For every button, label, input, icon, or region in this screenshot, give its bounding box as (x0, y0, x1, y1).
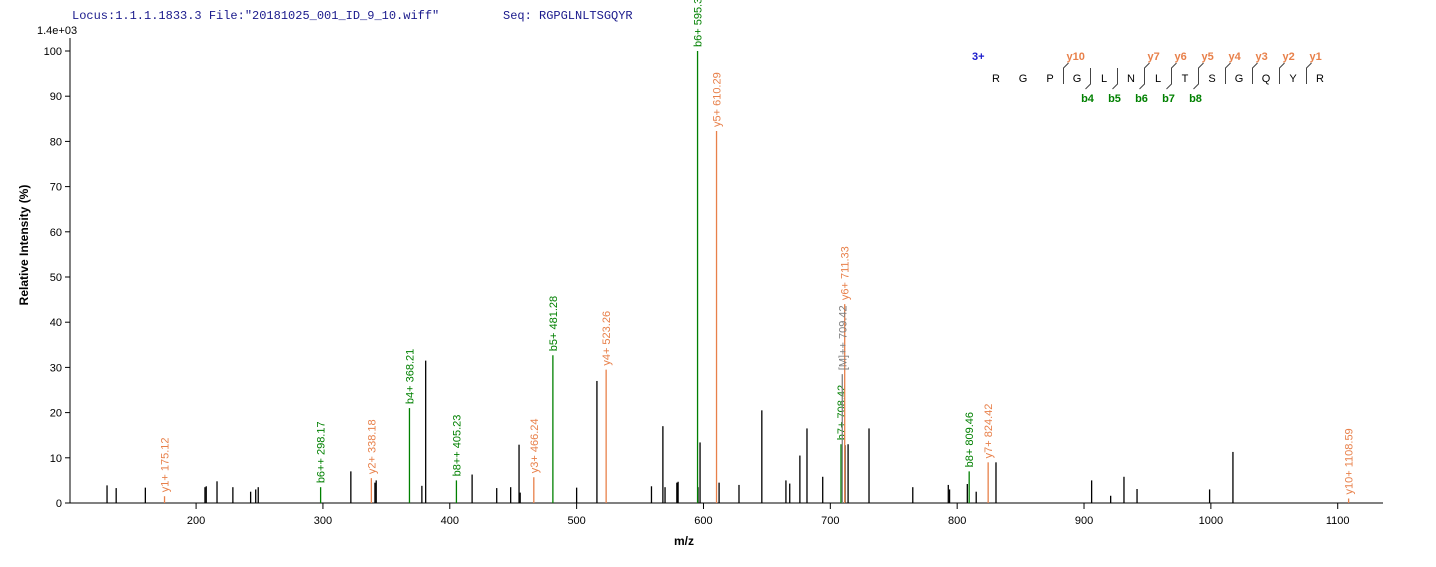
b-break (1193, 68, 1199, 90)
x-tick-label: 400 (441, 515, 459, 527)
b-break (1085, 68, 1091, 90)
b-break (1139, 68, 1145, 90)
sequence-text: Seq: RGPGLNLTSGQYR (503, 9, 633, 23)
peak-label: y7+ 824.42 (983, 404, 995, 459)
peak-label: y5+ 610.29 (712, 72, 724, 127)
peak-label: y2+ 338.18 (366, 419, 378, 474)
y-ion-label: y5 (1202, 51, 1214, 63)
peak-label: y1+ 175.12 (160, 437, 172, 492)
y-ion-label: y3 (1256, 51, 1268, 63)
residue: T (1182, 73, 1189, 85)
peak-label: y6+ 711.33 (840, 246, 852, 300)
b-break (1166, 68, 1172, 90)
x-tick-label: 700 (821, 515, 839, 527)
peak-label: y4+ 523.26 (601, 311, 613, 366)
peak-label: b4+ 368.21 (404, 349, 416, 404)
residue: N (1127, 73, 1135, 85)
residue: G (1235, 73, 1244, 85)
b-ion-label: b4 (1081, 93, 1095, 105)
peak-label: b8+ 809.46 (964, 412, 976, 467)
x-tick-label: 900 (1075, 515, 1093, 527)
peak-label: y10+ 1108.59 (1344, 428, 1356, 494)
y-tick-label: 0 (56, 498, 62, 510)
residue: P (1046, 73, 1053, 85)
y-ion-label: y10 (1067, 51, 1085, 63)
x-axis-label: m/z (674, 534, 694, 548)
peak-label: b6++ 298.17 (316, 421, 328, 483)
residue: L (1101, 73, 1107, 85)
y-ion-label: y4 (1229, 51, 1242, 63)
y-ion-label: y2 (1283, 51, 1295, 63)
y-break (1063, 62, 1069, 84)
x-tick-label: 800 (948, 515, 966, 527)
y-break (1279, 62, 1285, 84)
y-tick-label: 90 (50, 91, 62, 103)
x-tick-label: 200 (187, 515, 205, 527)
charge-label: 3+ (972, 51, 985, 63)
x-tick-label: 1100 (1326, 515, 1350, 527)
peak-label: [M]++ 709.42 (837, 305, 849, 370)
residue: Y (1289, 73, 1297, 85)
b-ion-label: b7 (1162, 93, 1175, 105)
x-tick-label: 1000 (1199, 515, 1223, 527)
y-break (1252, 62, 1258, 84)
y-break (1225, 62, 1231, 84)
y-tick-label: 100 (44, 46, 62, 58)
y-tick-label: 80 (50, 136, 62, 148)
residue: G (1019, 73, 1028, 85)
residue: Q (1262, 73, 1271, 85)
y-tick-label: 50 (50, 272, 62, 284)
intensity-scale: 1.4e+03 (37, 25, 77, 37)
residue: L (1155, 73, 1161, 85)
y-break (1306, 62, 1312, 84)
x-tick-label: 500 (567, 515, 585, 527)
x-tick-label: 300 (314, 515, 332, 527)
peak-label: b5+ 481.28 (548, 296, 560, 351)
b-ion-label: b5 (1108, 93, 1121, 105)
y-ion-label: y6 (1175, 51, 1187, 63)
residue: S (1208, 73, 1215, 85)
y-ion-label: y1 (1310, 51, 1322, 63)
y-tick-label: 20 (50, 408, 62, 420)
b-ion-label: b8 (1189, 93, 1202, 105)
locus-text: Locus:1.1.1.1833.3 File:"20181025_001_ID… (72, 9, 439, 23)
y-tick-label: 10 (50, 453, 62, 465)
peak-label: b6+ 595.33 (693, 0, 705, 47)
residue: G (1073, 73, 1082, 85)
x-tick-label: 600 (694, 515, 712, 527)
peak-label: b8++ 405.23 (451, 415, 463, 477)
b-break (1112, 68, 1118, 90)
b-ion-label: b6 (1135, 93, 1148, 105)
y-ion-label: y7 (1148, 51, 1160, 63)
y-axis-label: Relative Intensity (%) (17, 185, 31, 306)
y-tick-label: 30 (50, 362, 62, 374)
peak-label: y3+ 466.24 (529, 418, 541, 473)
residue: R (992, 73, 1000, 85)
y-tick-label: 60 (50, 227, 62, 239)
residue: R (1316, 73, 1324, 85)
y-tick-label: 40 (50, 317, 62, 329)
y-tick-label: 70 (50, 182, 62, 194)
